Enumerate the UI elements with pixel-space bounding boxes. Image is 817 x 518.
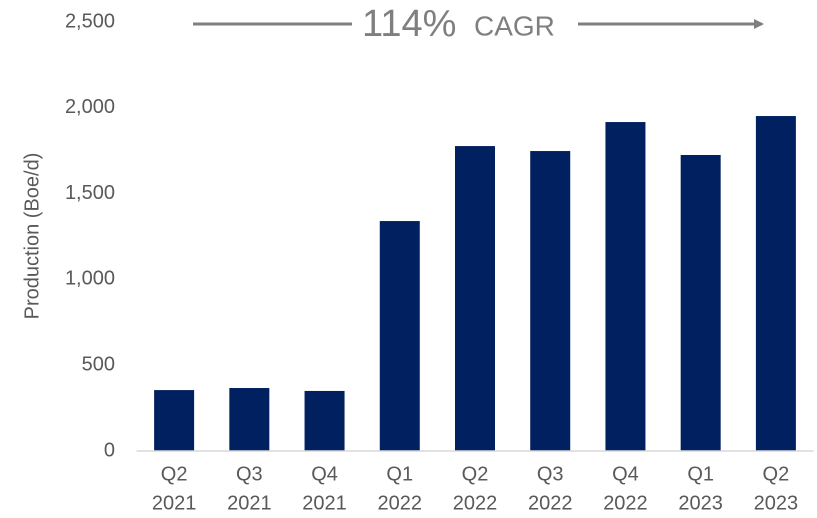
cagr-value: 114% bbox=[362, 3, 456, 45]
x-tick-label: 2022 bbox=[378, 492, 423, 514]
bar bbox=[605, 122, 646, 452]
y-tick-label: 500 bbox=[82, 353, 115, 375]
x-tick-label: Q4 bbox=[612, 463, 639, 485]
x-tick-label: 2021 bbox=[152, 492, 197, 514]
x-tick-label: 2021 bbox=[302, 492, 347, 514]
x-tick-label: Q2 bbox=[462, 463, 489, 485]
bar bbox=[680, 154, 721, 452]
cagr-label: CAGR bbox=[474, 10, 555, 41]
x-tick-label: Q4 bbox=[311, 463, 338, 485]
y-tick-label: 1,000 bbox=[65, 268, 115, 290]
x-tick-label: 2022 bbox=[603, 492, 648, 514]
x-tick-label: Q3 bbox=[236, 463, 263, 485]
bar bbox=[304, 390, 345, 451]
x-tick-label: Q2 bbox=[161, 463, 188, 485]
y-tick-label: 1,500 bbox=[65, 182, 115, 204]
x-tick-label: Q2 bbox=[763, 463, 790, 485]
y-tick-label: 2,500 bbox=[65, 10, 115, 32]
y-tick-label: 2,000 bbox=[65, 96, 115, 118]
x-tick-label: Q3 bbox=[537, 463, 564, 485]
x-tick-label: 2023 bbox=[678, 492, 723, 514]
x-tick-label: Q1 bbox=[687, 463, 714, 485]
x-tick-label: 2023 bbox=[754, 492, 799, 514]
x-tick-label: 2022 bbox=[528, 492, 573, 514]
x-tick-label: 2022 bbox=[453, 492, 498, 514]
x-tick-label: Q1 bbox=[386, 463, 413, 485]
bar bbox=[379, 221, 420, 451]
y-axis-label: Production (Boe/d) bbox=[21, 153, 43, 320]
bar bbox=[455, 146, 495, 451]
bar bbox=[229, 388, 270, 451]
bar bbox=[530, 151, 571, 451]
bar bbox=[154, 390, 195, 451]
x-tick-label: 2021 bbox=[227, 492, 272, 514]
bar bbox=[755, 116, 796, 451]
y-tick-label: 0 bbox=[104, 439, 115, 461]
